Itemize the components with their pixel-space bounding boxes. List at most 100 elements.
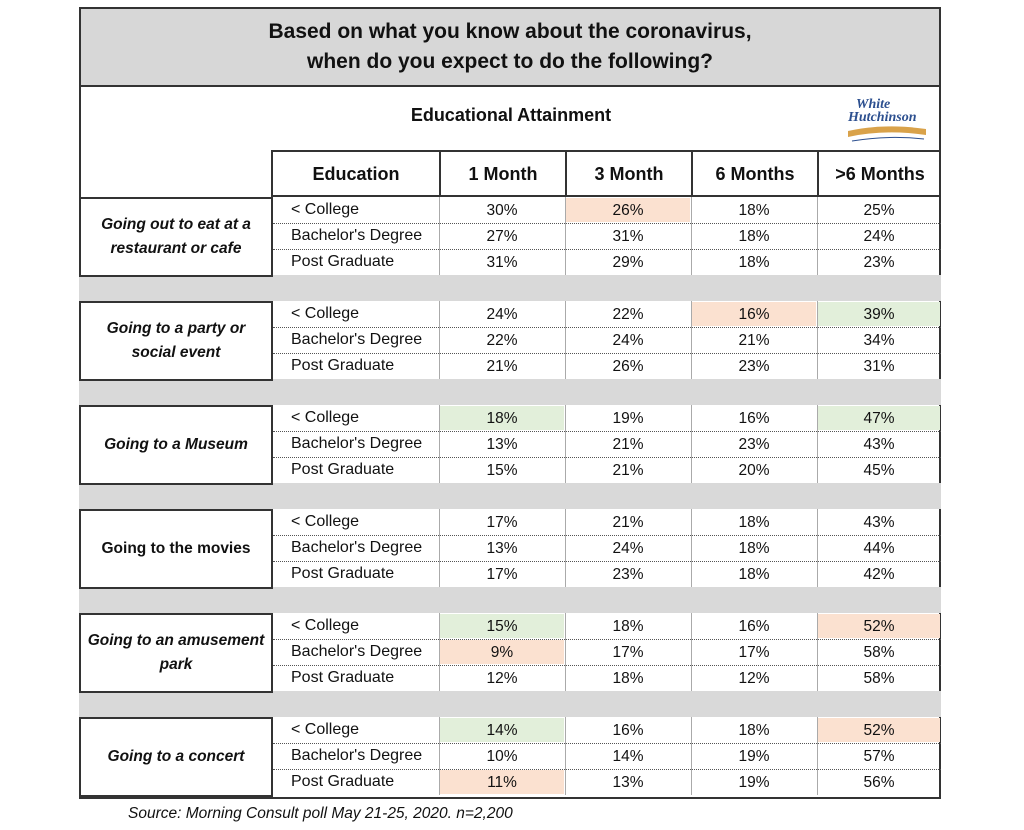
education-level: < College [291,513,360,530]
column-divider [817,509,818,587]
data-cell: 18% [738,566,770,583]
data-cell: 13% [486,436,518,453]
data-cell: 16% [612,722,644,739]
column-divider [439,509,440,587]
column-divider [439,301,440,379]
logo-line-1: White [856,97,891,112]
group-separator [79,587,941,613]
column-divider [691,717,692,795]
education-level: Post Graduate [291,565,395,582]
activity-label: Going to a party or social event [79,301,273,381]
data-cell: 52% [818,718,940,742]
data-cell: 23% [863,254,895,271]
column-divider [817,405,818,483]
education-level: Post Graduate [291,253,395,270]
data-cell: 58% [863,644,895,661]
data-cell: 52% [818,614,940,638]
data-cell: 22% [612,306,644,323]
title-band: Based on what you know about the coronav… [81,9,939,87]
data-cell: 19% [612,410,644,427]
data-cell: 29% [612,254,644,271]
column-divider [691,613,692,691]
education-level: Bachelor's Degree [291,643,423,660]
data-cell: 19% [738,748,770,765]
column-divider [817,717,818,795]
data-cell: 58% [863,670,895,687]
column-divider [565,613,566,691]
data-cell: 21% [738,332,770,349]
data-cell: 31% [863,358,895,375]
data-cell: 24% [612,540,644,557]
column-divider [565,509,566,587]
education-level: < College [291,617,360,634]
column-header: 6 Months [691,150,817,196]
education-level: Bachelor's Degree [291,227,423,244]
data-cell: 13% [486,540,518,557]
data-cell: 15% [440,614,564,638]
education-level: < College [291,409,360,426]
data-cell: 44% [863,540,895,557]
logo-swoosh-icon [848,126,926,142]
column-divider [565,405,566,483]
column-header: Education [271,150,439,196]
data-cell: 16% [738,618,770,635]
column-header: 3 Month [565,150,691,196]
data-cell: 43% [863,514,895,531]
column-header: >6 Months [817,150,941,196]
column-divider [817,301,818,379]
data-cell: 31% [486,254,518,271]
data-cell: 18% [738,202,770,219]
data-cell: 13% [612,774,644,791]
row-divider [273,327,941,328]
chart-subtitle: Educational Attainment [410,105,612,125]
data-cell: 21% [612,514,644,531]
data-cell: 24% [863,228,895,245]
data-cell: 12% [738,670,770,687]
column-divider [439,717,440,795]
row-divider [273,223,941,224]
data-cell: 16% [692,302,816,326]
data-cell: 16% [738,410,770,427]
row-divider [273,353,941,354]
column-divider [439,197,440,275]
data-cell: 18% [440,406,564,430]
data-cell: 18% [612,670,644,687]
education-level: Bachelor's Degree [291,435,423,452]
row-divider [273,249,941,250]
column-divider [691,405,692,483]
row-divider [273,665,941,666]
education-level: Post Graduate [291,773,395,790]
row-divider [273,769,941,770]
data-cell: 21% [612,462,644,479]
data-cell: 22% [486,332,518,349]
data-cell: 17% [738,644,770,661]
column-divider [691,197,692,275]
data-cell: 18% [738,514,770,531]
data-cell: 9% [440,640,564,664]
column-divider [565,197,566,275]
table-frame: Based on what you know about the coronav… [79,7,941,799]
data-cell: 24% [612,332,644,349]
source-note: Source: Morning Consult poll May 21-25, … [128,805,513,822]
activity-label: Going to an amusement park [79,613,273,693]
data-cell: 19% [738,774,770,791]
activity-label: Going to a concert [79,717,273,797]
logo-line-2: Hutchinson [848,110,917,125]
data-cell: 34% [863,332,895,349]
data-cell: 27% [486,228,518,245]
education-level: < College [291,721,360,738]
data-cell: 15% [486,462,518,479]
column-divider [817,613,818,691]
data-cell: 23% [738,358,770,375]
column-divider [565,717,566,795]
row-divider [273,457,941,458]
data-cell: 31% [612,228,644,245]
data-cell: 17% [612,644,644,661]
data-cell: 11% [440,770,564,794]
data-cell: 12% [486,670,518,687]
group-separator [79,691,941,717]
header-divider [271,195,941,197]
data-cell: 10% [486,748,518,765]
data-cell: 18% [738,540,770,557]
